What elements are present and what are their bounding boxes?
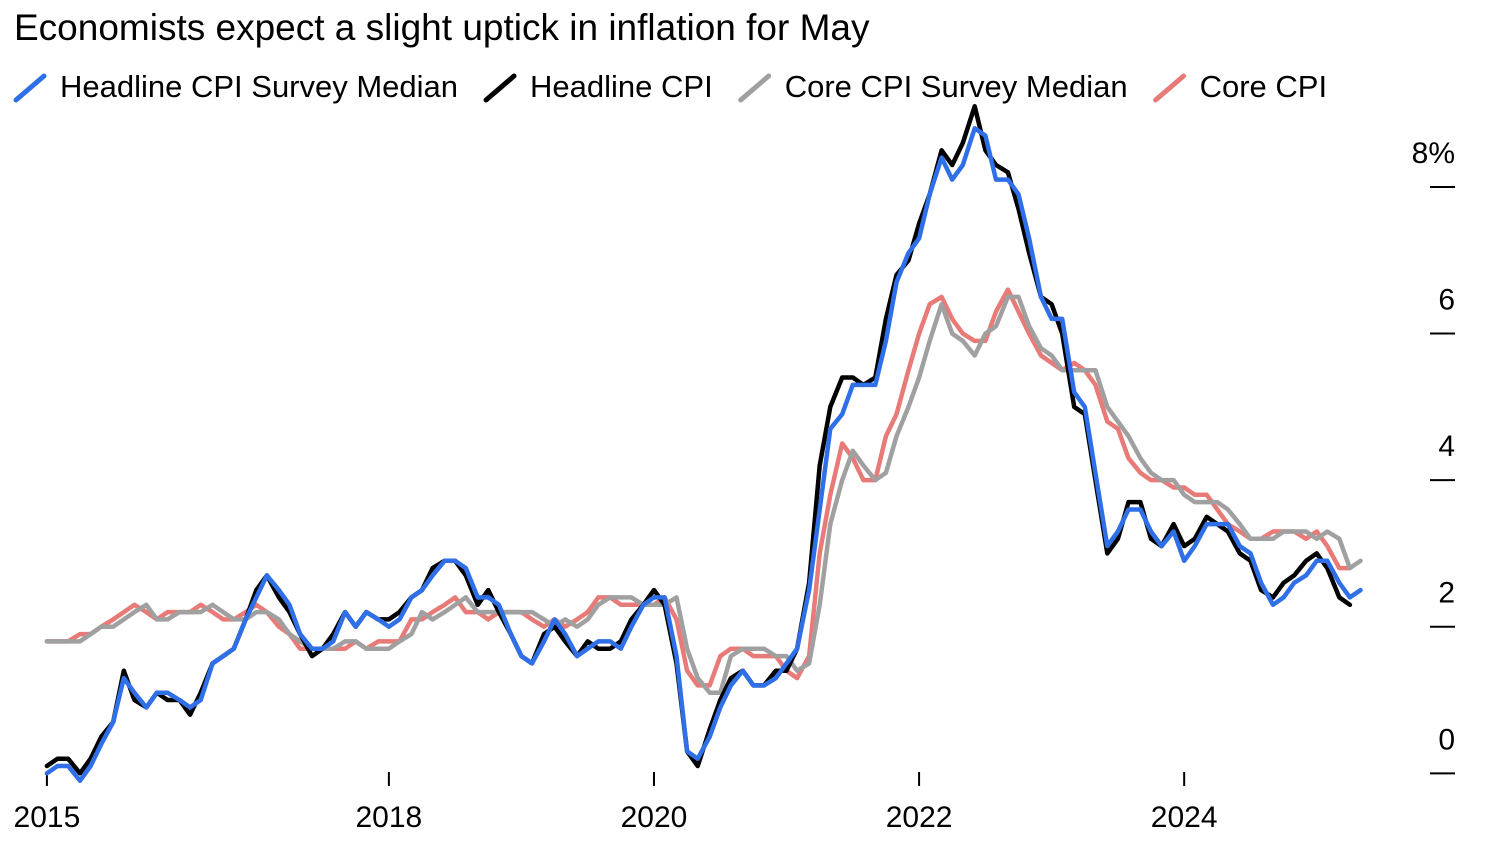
legend-swatch xyxy=(483,73,517,103)
y-tick-label: 6 xyxy=(1438,283,1455,316)
y-tick-label: 0 xyxy=(1438,723,1455,756)
y-tick-label: 2 xyxy=(1438,577,1455,610)
x-tick-label: 2015 xyxy=(14,801,81,834)
legend-label: Core CPI xyxy=(1200,69,1327,104)
x-tick-label: 2024 xyxy=(1151,801,1218,834)
x-tick-label: 2020 xyxy=(621,801,688,834)
legend-label: Headline CPI xyxy=(530,69,713,104)
legend-swatch xyxy=(13,73,47,103)
legend-label: Headline CPI Survey Median xyxy=(60,69,458,104)
series-line xyxy=(44,287,1353,688)
series-line xyxy=(44,294,1363,695)
x-tick-label: 2018 xyxy=(356,801,423,834)
chart-title: Economists expect a slight uptick in inf… xyxy=(14,7,870,48)
legend-swatch xyxy=(738,73,772,103)
series-line xyxy=(44,104,1353,776)
y-tick-label: 4 xyxy=(1438,430,1455,463)
legend-label: Core CPI Survey Median xyxy=(785,69,1128,104)
series-line xyxy=(44,126,1363,783)
y-tick-label: 8% xyxy=(1412,137,1455,170)
x-tick-label: 2022 xyxy=(886,801,953,834)
legend-swatch xyxy=(1153,73,1187,103)
